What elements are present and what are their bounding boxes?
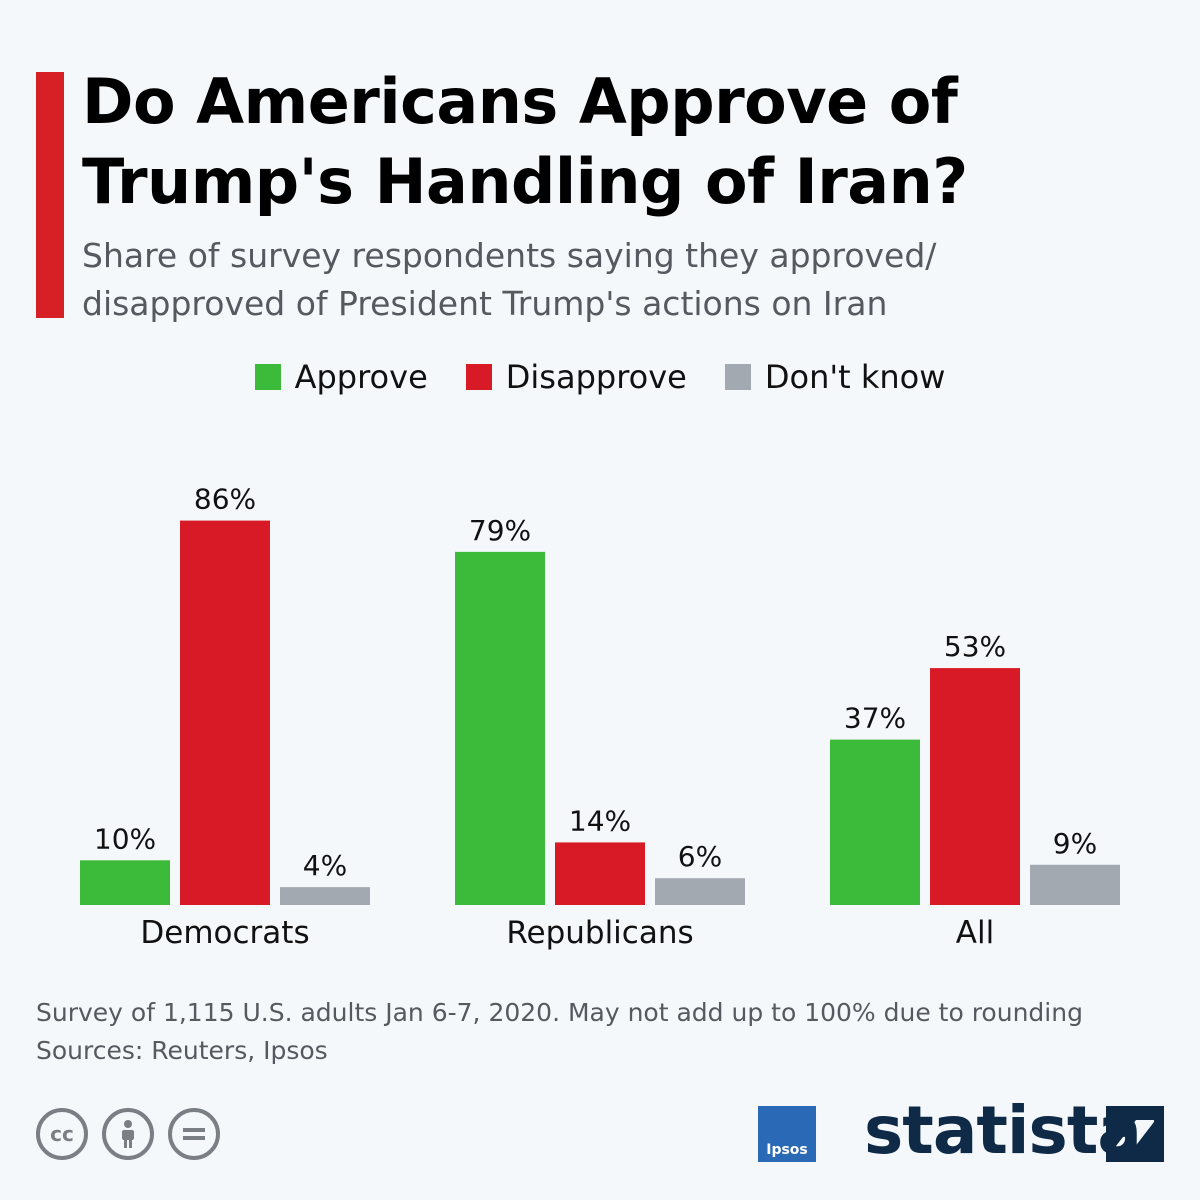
legend-label-dont-know: Don't know xyxy=(764,358,946,396)
subtitle-line-1: Share of survey respondents saying they … xyxy=(82,236,937,275)
legend-item-dont-know: Don't know xyxy=(724,358,946,396)
category-label-republicans: Republicans xyxy=(506,915,693,951)
legend-label-disapprove: Disapprove xyxy=(505,358,687,396)
legend-label-approve: Approve xyxy=(294,358,428,396)
bar-democrats-approve xyxy=(80,860,170,905)
ipsos-logo: Ipsos xyxy=(758,1106,816,1162)
data-label-democrats-disapprove: 86% xyxy=(194,483,256,516)
legend-swatch-dont-know xyxy=(724,364,751,390)
subtitle-line-2: disapproved of President Trump's actions… xyxy=(82,284,888,323)
statista-mark-icon xyxy=(1106,1106,1164,1162)
legend-item-approve: Approve xyxy=(254,358,428,396)
chart-title: Do Americans Approve of Trump's Handling… xyxy=(82,62,1172,222)
title-line-1: Do Americans Approve of xyxy=(82,65,958,138)
bar-all-disapprove xyxy=(930,668,1020,905)
cc-icon[interactable]: cc xyxy=(36,1108,88,1160)
bar-republicans-don-t-know xyxy=(655,878,745,905)
bar-democrats-don-t-know xyxy=(280,887,370,905)
title-accent-bar xyxy=(36,72,64,318)
bar-all-don-t-know xyxy=(1030,864,1120,905)
data-label-all-don-t-know: 9% xyxy=(1053,827,1097,860)
survey-note: Survey of 1,115 U.S. adults Jan 6-7, 202… xyxy=(36,998,1083,1027)
title-line-2: Trump's Handling of Iran? xyxy=(82,145,968,218)
sources-note: Sources: Reuters, Ipsos xyxy=(36,1036,328,1065)
category-label-democrats: Democrats xyxy=(140,915,309,951)
data-label-republicans-approve: 79% xyxy=(469,514,531,547)
legend-item-disapprove: Disapprove xyxy=(465,358,687,396)
data-label-democrats-approve: 10% xyxy=(94,822,156,855)
data-label-all-disapprove: 53% xyxy=(944,630,1006,663)
data-label-democrats-don-t-know: 4% xyxy=(303,849,347,882)
no-derivatives-icon[interactable] xyxy=(168,1108,220,1160)
chart-legend: Approve Disapprove Don't know xyxy=(0,358,1200,396)
bar-all-approve xyxy=(830,739,920,905)
license-icons: cc xyxy=(36,1108,220,1160)
attribution-icon[interactable] xyxy=(102,1108,154,1160)
data-label-republicans-disapprove: 14% xyxy=(569,804,631,837)
legend-swatch-disapprove xyxy=(465,364,492,390)
bar-republicans-approve xyxy=(455,551,545,905)
statista-logo[interactable]: statista xyxy=(864,1092,1142,1169)
legend-swatch-approve xyxy=(254,364,281,390)
bar-chart: 10% 86% 4% Democrats 79% 14% 6% Republicans 37% 5… xyxy=(80,483,1120,951)
footnote: Survey of 1,115 U.S. adults Jan 6-7, 202… xyxy=(36,994,1186,1070)
bar-republicans-disapprove xyxy=(555,842,645,905)
chart-subtitle: Share of survey respondents saying they … xyxy=(82,232,1172,328)
data-label-all-approve: 37% xyxy=(844,702,906,735)
category-label-all: All xyxy=(956,915,994,951)
bar-democrats-disapprove xyxy=(180,520,270,905)
data-label-republicans-don-t-know: 6% xyxy=(678,840,722,873)
